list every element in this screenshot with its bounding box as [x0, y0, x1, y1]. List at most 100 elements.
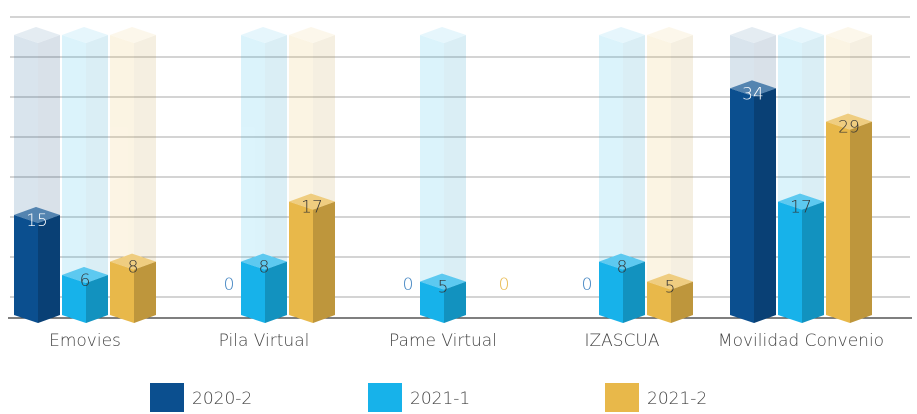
bar-top [420, 273, 466, 290]
ghost-bar-top-light [778, 27, 824, 43]
ghost-bar-front [62, 35, 86, 323]
bar-front [289, 201, 313, 323]
value-label: 8 [128, 258, 139, 278]
ghost-bar-top [14, 27, 60, 43]
bar-side-shade [671, 281, 693, 323]
bar [14, 207, 60, 323]
ghost-bar-top-light [647, 27, 693, 43]
bar-side [134, 261, 156, 323]
bar-top [289, 193, 335, 210]
bar-top-light [289, 193, 335, 210]
ghost-bar [241, 27, 287, 323]
ghost-bar [110, 27, 156, 323]
bar-side-shade [265, 261, 287, 323]
value-label: 0 [403, 275, 414, 295]
ghost-bar-top [289, 27, 335, 43]
bar-side-shade [313, 201, 335, 323]
value-label: 0 [224, 275, 235, 295]
value-label: 0 [499, 275, 510, 295]
ghost-bar [599, 27, 645, 323]
bar-top-light [826, 113, 872, 130]
bar-front [14, 215, 38, 323]
bar-top [599, 253, 645, 270]
bar-top-light [730, 80, 776, 97]
bar-top-light [778, 193, 824, 210]
ghost-bar-top-light [730, 27, 776, 43]
ghost-bar [420, 27, 466, 323]
ghost-bar-side [623, 35, 645, 323]
ghost-bar [647, 27, 693, 323]
legend-swatch [368, 383, 402, 412]
bar-side-shade [754, 88, 776, 323]
bar-top [110, 253, 156, 270]
ghost-bar-top-light [826, 27, 872, 43]
value-label: 6 [80, 271, 91, 291]
bar-side [754, 88, 776, 323]
ghost-bar-top [778, 27, 824, 43]
ghost-bar [62, 27, 108, 323]
value-label: 15 [26, 211, 48, 231]
ghost-bar-top [110, 27, 156, 43]
ghost-bar-front [647, 35, 671, 323]
legend-label: 2021-1 [410, 389, 470, 409]
bar-top [778, 193, 824, 210]
ghost-bar-top [241, 27, 287, 43]
ghost-bar-top-light [420, 27, 466, 43]
value-label: 5 [665, 278, 676, 298]
ghost-bar-side [86, 35, 108, 323]
ghost-bar-top-light [14, 27, 60, 43]
bar-top-light [599, 253, 645, 270]
ghost-bar-top [599, 27, 645, 43]
bar-side [86, 275, 108, 323]
bar [730, 80, 776, 323]
bar-side-shade [623, 261, 645, 323]
legend-swatch [605, 383, 639, 412]
ghost-bar-side [444, 35, 466, 323]
bar-top-light [420, 273, 466, 290]
bar-top-light [62, 267, 108, 283]
bar-side-shade [444, 281, 466, 323]
bar [110, 253, 156, 323]
bar-side [802, 201, 824, 323]
value-label: 17 [301, 198, 323, 218]
bar [241, 253, 287, 323]
bar-front [778, 201, 802, 323]
bar-top [826, 113, 872, 130]
ghost-bar-top [730, 27, 776, 43]
bar-top-light [647, 273, 693, 290]
value-label: 8 [259, 258, 270, 278]
bar-side-shade [850, 121, 872, 324]
bar [647, 273, 693, 323]
value-label: 8 [617, 258, 628, 278]
x-tick-label: Pame Virtual [389, 331, 497, 351]
ghost-bar-top-light [599, 27, 645, 43]
bar-top-light [14, 207, 60, 223]
bar-front [241, 261, 265, 323]
bar-side [265, 261, 287, 323]
bar [420, 273, 466, 323]
legend-label: 2020-2 [192, 389, 252, 409]
ghost-bar-top-light [62, 27, 108, 43]
bar-top [730, 80, 776, 97]
bar [599, 253, 645, 323]
bar-side [38, 215, 60, 323]
bar-side [671, 281, 693, 323]
value-label: 0 [582, 275, 593, 295]
bar-side [444, 281, 466, 323]
bar-top [241, 253, 287, 270]
x-tick-label: IZASCUA [584, 331, 659, 351]
bar-front [62, 275, 86, 323]
x-tick-label: Movilidad Convenio [718, 331, 884, 351]
ghost-bar-top [647, 27, 693, 43]
x-tick-label: Emovies [49, 331, 121, 351]
ghost-bar-front [241, 35, 265, 323]
ghost-bar-top [62, 27, 108, 43]
bar-front [826, 121, 850, 324]
bar-top [647, 273, 693, 290]
bar-top [62, 267, 108, 283]
bar-front [599, 261, 623, 323]
legend-label: 2021-2 [647, 389, 707, 409]
bar [62, 267, 108, 323]
value-label: 34 [742, 84, 764, 104]
